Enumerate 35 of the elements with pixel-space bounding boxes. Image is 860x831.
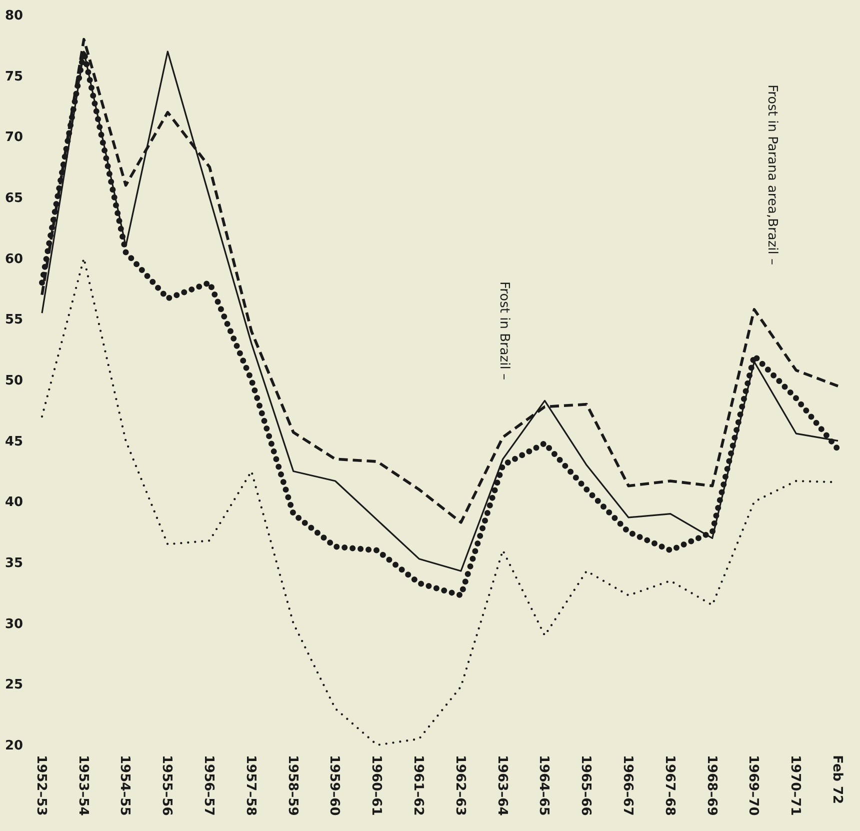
y-tick-label: 50 <box>4 374 24 389</box>
y-tick-label: 20 <box>4 738 24 754</box>
y-tick-label: 40 <box>4 495 24 510</box>
x-tick-label: 1969–70 <box>746 755 761 816</box>
x-tick-label: 1966–67 <box>620 755 635 816</box>
annotation: Frost in Parana area,Brazil – <box>764 84 780 265</box>
y-tick-label: 55 <box>4 312 24 328</box>
x-tick-label: 1952–53 <box>33 755 48 816</box>
x-tick-label: 1957–58 <box>242 755 258 816</box>
y-tick-label: 60 <box>4 252 24 267</box>
x-tick-label: 1967–68 <box>662 755 677 816</box>
x-tick-label: 1958–59 <box>284 755 300 816</box>
x-tick-label: 1961–62 <box>410 755 426 816</box>
x-tick-label: 1963–64 <box>494 755 510 816</box>
y-tick-label: 45 <box>4 434 24 450</box>
x-tick-label: 1962–63 <box>452 755 468 816</box>
y-tick-label: 70 <box>4 130 24 146</box>
x-tick-label: 1960–61 <box>368 755 384 816</box>
x-tick-label: 1953–54 <box>75 755 90 816</box>
y-tick-label: 80 <box>4 8 24 24</box>
x-tick-label: 1970–71 <box>788 755 803 816</box>
x-tick-label: 1968–69 <box>704 755 719 816</box>
y-tick-label: 75 <box>4 69 24 84</box>
x-tick-label: 1956–57 <box>201 755 216 816</box>
annotation: Frost in Brazil – <box>496 282 512 380</box>
y-tick-label: 65 <box>4 191 24 206</box>
x-tick-label: Feb 72 <box>829 755 844 804</box>
x-tick-label: 1965–66 <box>578 755 594 816</box>
x-tick-label: 1964–65 <box>536 755 552 816</box>
x-tick-label: 1954–55 <box>117 755 132 816</box>
y-tick-label: 25 <box>4 678 24 693</box>
x-tick-label: 1959–60 <box>326 755 342 816</box>
y-tick-label: 35 <box>4 556 24 572</box>
x-tick-label: 1955–56 <box>159 755 174 816</box>
y-tick-label: 30 <box>4 616 24 632</box>
